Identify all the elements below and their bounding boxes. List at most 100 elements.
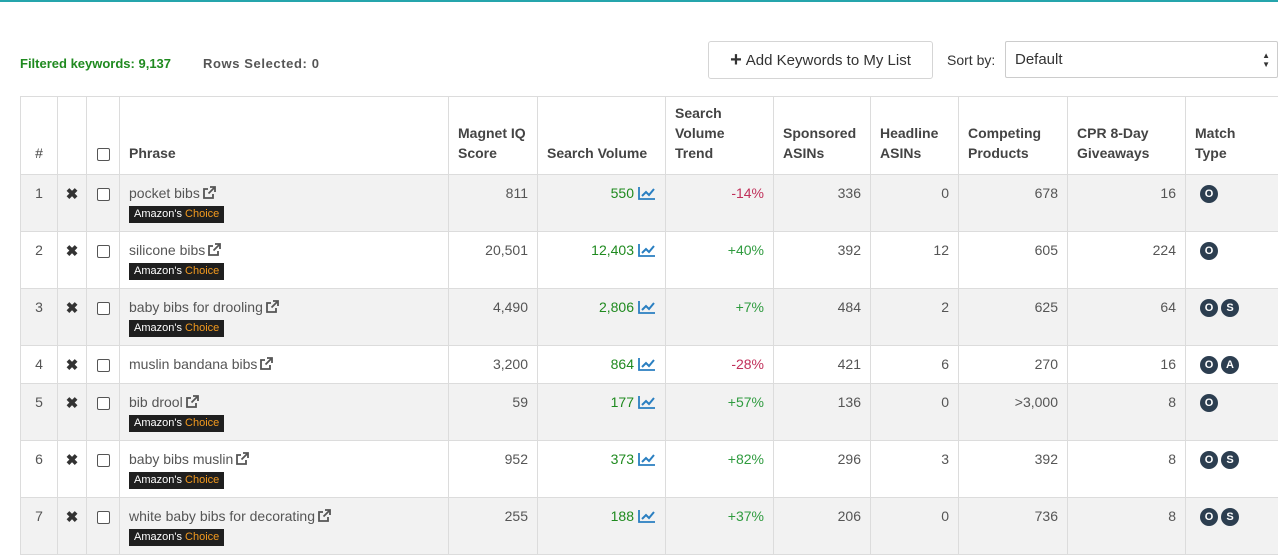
search-volume-cell: 188 bbox=[537, 497, 666, 555]
competing-products: 270 bbox=[958, 345, 1068, 384]
row-checkbox-cell bbox=[86, 288, 120, 346]
match-type-badge: O bbox=[1200, 394, 1218, 412]
match-type-badge: A bbox=[1221, 356, 1239, 374]
header-search-volume[interactable]: Search Volume bbox=[537, 96, 666, 175]
search-volume-trend: +40% bbox=[665, 231, 774, 289]
headline-asins: 0 bbox=[870, 174, 959, 232]
magnet-iq-score: 952 bbox=[448, 440, 538, 498]
magnet-iq-score: 59 bbox=[448, 383, 538, 441]
headline-asins: 3 bbox=[870, 440, 959, 498]
search-volume-value: 373 bbox=[610, 451, 634, 467]
table-row: 7 ✖ white baby bibs for decorating Amazon's… bbox=[20, 497, 1278, 555]
external-link-icon[interactable] bbox=[185, 395, 199, 412]
rows-selected-count: Rows Selected: 0 bbox=[203, 56, 320, 71]
search-volume-value: 177 bbox=[610, 394, 634, 410]
external-link-icon[interactable] bbox=[259, 357, 274, 374]
header-remove bbox=[57, 96, 87, 175]
remove-x-icon[interactable]: ✖ bbox=[57, 288, 87, 346]
trend-chart-icon[interactable] bbox=[638, 243, 656, 260]
keywords-table: # Phrase Magnet IQ Score Search Volume Se… bbox=[20, 96, 1278, 555]
headline-asins: 6 bbox=[870, 345, 959, 384]
match-type-badge: O bbox=[1200, 242, 1218, 260]
row-checkbox[interactable] bbox=[96, 301, 110, 315]
header-phrase[interactable]: Phrase bbox=[119, 96, 449, 175]
cpr-giveaways: 16 bbox=[1067, 345, 1186, 384]
row-checkbox[interactable] bbox=[96, 244, 110, 258]
search-volume-value: 864 bbox=[610, 356, 634, 372]
match-type-badge: O bbox=[1200, 185, 1218, 203]
trend-chart-icon[interactable] bbox=[638, 452, 656, 469]
match-type-badge: S bbox=[1221, 451, 1239, 469]
header-index: # bbox=[20, 96, 58, 175]
sort-by-select[interactable]: Default ▲ ▼ bbox=[1005, 41, 1278, 78]
add-keywords-button[interactable]: + Add Keywords to My List bbox=[708, 41, 933, 79]
row-checkbox-cell bbox=[86, 497, 120, 555]
header-headline-asins[interactable]: Headline ASINs bbox=[870, 96, 959, 175]
row-index: 3 bbox=[20, 288, 58, 346]
sponsored-asins: 421 bbox=[773, 345, 871, 384]
table-row: 4 ✖ muslin bandana bibs 3,200 864 -28% 421 6 270… bbox=[20, 345, 1278, 384]
trend-chart-icon[interactable] bbox=[638, 509, 656, 526]
select-all-checkbox[interactable] bbox=[96, 147, 110, 161]
remove-x-icon[interactable]: ✖ bbox=[57, 383, 87, 441]
trend-chart-icon[interactable] bbox=[638, 300, 656, 317]
cpr-giveaways: 8 bbox=[1067, 497, 1186, 555]
row-checkbox[interactable] bbox=[96, 187, 110, 201]
row-checkbox-cell bbox=[86, 383, 120, 441]
amazons-choice-badge: Amazon's Choice bbox=[129, 206, 225, 223]
header-competing-products[interactable]: Competing Products bbox=[958, 96, 1068, 175]
toolbar: Filtered keywords: 9,137 Rows Selected: … bbox=[0, 40, 1278, 80]
search-volume-cell: 2,806 bbox=[537, 288, 666, 346]
search-volume-cell: 177 bbox=[537, 383, 666, 441]
external-link-icon[interactable] bbox=[207, 243, 222, 260]
row-checkbox[interactable] bbox=[96, 510, 110, 524]
cpr-giveaways: 224 bbox=[1067, 231, 1186, 289]
competing-products: >3,000 bbox=[958, 383, 1068, 441]
trend-value: +57% bbox=[727, 394, 764, 410]
phrase-cell: pocket bibs Amazon's Choice bbox=[119, 174, 449, 232]
remove-x-icon[interactable]: ✖ bbox=[57, 497, 87, 555]
row-checkbox[interactable] bbox=[96, 358, 110, 372]
header-sponsored-asins[interactable]: Sponsored ASINs bbox=[773, 96, 871, 175]
row-checkbox-cell bbox=[86, 440, 120, 498]
phrase-cell: muslin bandana bibs bbox=[119, 345, 449, 384]
header-magnet-iq[interactable]: Magnet IQ Score bbox=[448, 96, 538, 175]
competing-products: 678 bbox=[958, 174, 1068, 232]
top-accent-line bbox=[0, 0, 1278, 2]
row-checkbox-cell bbox=[86, 345, 120, 384]
trend-value: +82% bbox=[727, 451, 764, 467]
remove-x-icon[interactable]: ✖ bbox=[57, 345, 87, 384]
phrase-cell: baby bibs for drooling Amazon's Choice bbox=[119, 288, 449, 346]
trend-chart-icon[interactable] bbox=[638, 395, 656, 412]
headline-asins: 12 bbox=[870, 231, 959, 289]
match-type-badge: O bbox=[1200, 508, 1218, 526]
external-link-icon[interactable] bbox=[235, 452, 250, 469]
trend-chart-icon[interactable] bbox=[638, 186, 656, 203]
search-volume-cell: 550 bbox=[537, 174, 666, 232]
trend-value: +7% bbox=[735, 299, 764, 315]
sponsored-asins: 136 bbox=[773, 383, 871, 441]
magnet-iq-score: 4,490 bbox=[448, 288, 538, 346]
magnet-iq-score: 3,200 bbox=[448, 345, 538, 384]
row-checkbox[interactable] bbox=[96, 453, 110, 467]
external-link-icon[interactable] bbox=[202, 186, 216, 203]
remove-x-icon[interactable]: ✖ bbox=[57, 440, 87, 498]
competing-products: 625 bbox=[958, 288, 1068, 346]
trend-chart-icon[interactable] bbox=[638, 357, 656, 374]
external-link-icon[interactable] bbox=[265, 300, 279, 317]
cpr-giveaways: 64 bbox=[1067, 288, 1186, 346]
row-checkbox[interactable] bbox=[96, 396, 110, 410]
sponsored-asins: 484 bbox=[773, 288, 871, 346]
remove-x-icon[interactable]: ✖ bbox=[57, 174, 87, 232]
header-cpr-giveaways[interactable]: CPR 8-Day Giveaways bbox=[1067, 96, 1186, 175]
row-index: 4 bbox=[20, 345, 58, 384]
remove-x-icon[interactable]: ✖ bbox=[57, 231, 87, 289]
external-link-icon[interactable] bbox=[317, 509, 331, 526]
phrase-cell: white baby bibs for decorating Amazon's C… bbox=[119, 497, 449, 555]
header-search-volume-trend[interactable]: Search Volume Trend bbox=[665, 96, 774, 175]
search-volume-cell: 864 bbox=[537, 345, 666, 384]
